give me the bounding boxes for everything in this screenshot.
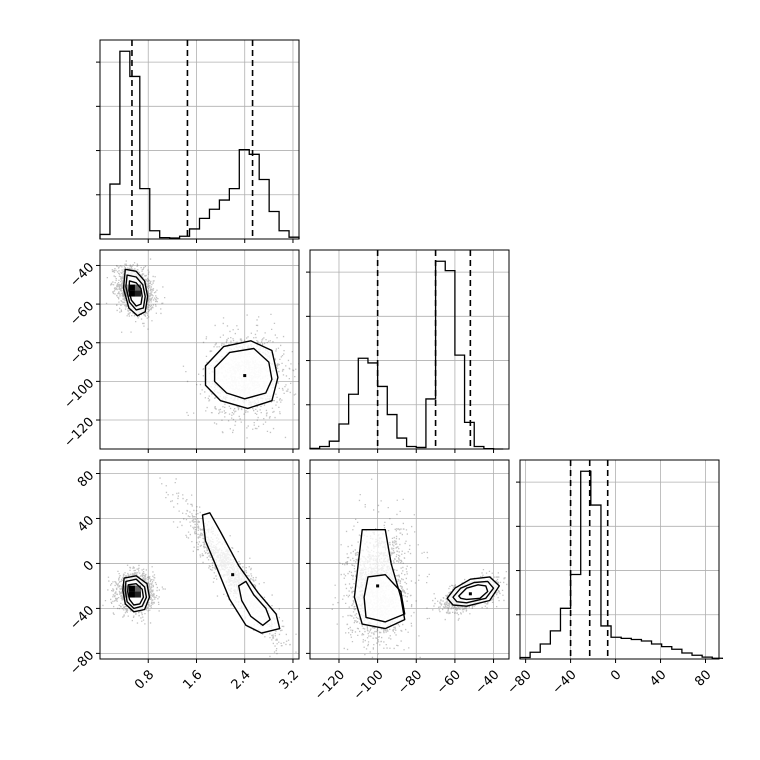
- contour-line: [124, 578, 148, 610]
- hist-panel-1: [306, 249, 510, 450]
- density-peak: [122, 284, 129, 297]
- hist-bars-1: [309, 260, 504, 450]
- x-tick-label: −40: [473, 667, 503, 697]
- x-tick-label: −80: [395, 667, 425, 697]
- density-peak: [134, 585, 141, 592]
- scatter-dots: [102, 477, 297, 658]
- x-tick-label: −120: [312, 667, 348, 703]
- contour-line: [122, 575, 151, 613]
- contour-line: [125, 274, 146, 311]
- scatter-panel-2: [309, 459, 510, 660]
- x-tick-label: −60: [434, 667, 464, 697]
- scatter-panel-1: [99, 459, 300, 660]
- y-tick-label: −100: [61, 376, 97, 412]
- scatter-panel-0: [99, 249, 300, 450]
- contour-line: [213, 347, 273, 400]
- scatter-points-1: [102, 477, 297, 658]
- x-tick-label: 2.4: [229, 667, 254, 692]
- scatter-frame-1: [99, 459, 300, 660]
- contour-line: [353, 529, 406, 630]
- y-tick-label: −80: [67, 648, 97, 678]
- density-peak: [128, 585, 135, 592]
- x-tick-label: 80: [692, 667, 714, 689]
- x-tick-label: 0.8: [132, 667, 157, 692]
- x-tick-label: −40: [550, 667, 580, 697]
- scatter-frame-0: [99, 249, 300, 450]
- contour-line: [458, 584, 489, 601]
- contour-fill: [458, 584, 488, 600]
- x-tick-label: −80: [505, 667, 535, 697]
- y-tick-label: 0: [81, 558, 97, 574]
- x-tick-label: −100: [351, 667, 387, 703]
- y-tick-label: 40: [75, 513, 97, 535]
- y-tick-label: −40: [67, 603, 97, 633]
- hist-frame-1: [309, 249, 510, 450]
- density-peak: [128, 591, 135, 598]
- hist-panel-2: [516, 459, 724, 660]
- hist-bars-0: [99, 50, 300, 239]
- x-tick-label: 40: [647, 667, 669, 689]
- density-peak: [128, 290, 135, 297]
- contour-line: [363, 574, 406, 623]
- y-tick-label: −120: [61, 415, 97, 451]
- contour-line: [452, 580, 495, 604]
- hist-bars-2: [519, 470, 724, 659]
- y-tick-label: −80: [67, 337, 97, 367]
- density-peak: [243, 374, 247, 378]
- x-tick-label: 3.2: [277, 667, 302, 692]
- hist-frame-2: [519, 459, 720, 660]
- scatter-frame-2: [309, 459, 510, 660]
- density-peak: [134, 290, 141, 297]
- contour-line: [127, 583, 145, 606]
- y-tick-label: −60: [67, 299, 97, 329]
- contour-fill: [214, 348, 272, 399]
- x-tick-label: 0: [608, 667, 624, 683]
- contour-line: [201, 512, 281, 634]
- contour-line: [204, 340, 279, 410]
- contour-line: [446, 576, 500, 607]
- density-peak: [134, 591, 141, 598]
- scatter-points-0: [105, 258, 299, 439]
- contour-line: [238, 580, 271, 626]
- contour-fill: [238, 581, 271, 626]
- hist-panel-0: [96, 39, 300, 240]
- contour-line: [128, 280, 143, 307]
- contour-line: [122, 268, 149, 317]
- x-tick-label: 1.6: [180, 667, 205, 692]
- scatter-points-2: [331, 478, 509, 659]
- density-peak: [468, 592, 472, 596]
- density-peak: [231, 573, 235, 577]
- hist-frame-0: [99, 39, 300, 240]
- density-peak: [134, 284, 141, 291]
- density-peak: [128, 284, 135, 291]
- y-tick-label: 80: [75, 468, 97, 490]
- contour-fill: [364, 574, 405, 622]
- y-tick-label: −40: [67, 260, 97, 290]
- density-peak: [376, 584, 380, 588]
